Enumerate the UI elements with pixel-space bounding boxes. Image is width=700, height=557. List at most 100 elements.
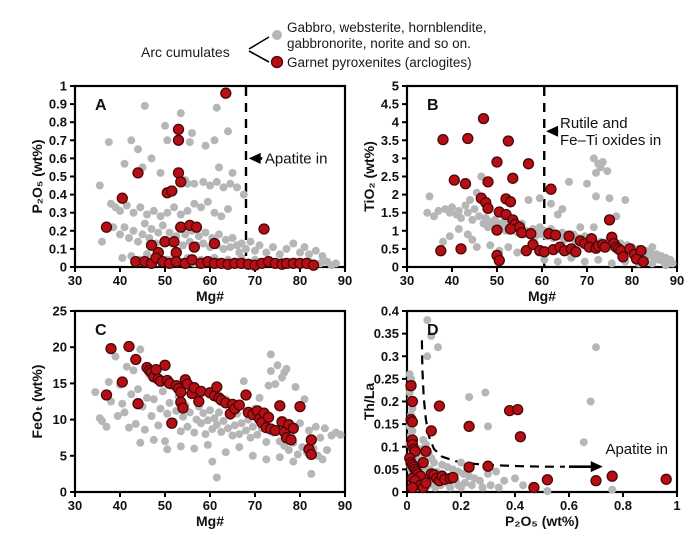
scatter-point bbox=[172, 123, 185, 136]
scatter-point bbox=[457, 458, 465, 467]
scatter-point bbox=[570, 246, 582, 258]
scatter-point bbox=[224, 127, 232, 136]
scatter-point bbox=[266, 367, 275, 376]
scatter-point bbox=[181, 230, 190, 239]
scatter-point bbox=[264, 381, 273, 390]
scatter-point bbox=[156, 404, 165, 413]
scatter-point bbox=[217, 212, 226, 221]
scatter-point bbox=[134, 385, 142, 394]
scatter-point bbox=[446, 483, 455, 492]
annotation-arrow bbox=[569, 461, 603, 473]
scatter-point bbox=[120, 223, 129, 232]
scatter-point bbox=[221, 235, 230, 244]
scatter-point bbox=[161, 437, 169, 446]
scatter-point bbox=[425, 192, 434, 201]
scatter-point bbox=[504, 223, 517, 235]
scatter-point bbox=[455, 243, 467, 255]
scatter-point bbox=[215, 408, 223, 417]
scatter-point bbox=[275, 250, 284, 259]
scatter-point bbox=[320, 424, 329, 433]
scatter-point bbox=[190, 221, 203, 233]
scatter-point bbox=[130, 353, 142, 366]
scatter-point bbox=[188, 129, 196, 138]
scatter-point bbox=[269, 424, 281, 437]
scatter-point bbox=[258, 223, 270, 235]
series-arclogites bbox=[435, 112, 649, 268]
scatter-point bbox=[129, 366, 138, 375]
x-tick-label: 40 bbox=[445, 273, 459, 288]
series-arclogites bbox=[100, 87, 320, 271]
panel-letter: C bbox=[95, 322, 107, 339]
scatter-point bbox=[294, 400, 306, 413]
scatter-point bbox=[201, 228, 210, 237]
scatter-point bbox=[240, 389, 252, 401]
scatter-point bbox=[300, 243, 309, 252]
scatter-point bbox=[589, 154, 598, 163]
scatter-point bbox=[300, 395, 309, 404]
y-tick-label: 0.7 bbox=[49, 133, 67, 148]
scatter-point bbox=[246, 237, 255, 246]
scatter-point bbox=[519, 481, 528, 490]
scatter-point bbox=[482, 460, 494, 472]
scatter-point bbox=[553, 210, 562, 219]
scatter-point bbox=[195, 385, 207, 398]
scatter-point bbox=[219, 183, 228, 192]
scatter-point bbox=[477, 172, 486, 181]
scatter-point bbox=[553, 257, 562, 266]
scatter-point bbox=[168, 236, 180, 248]
scatter-point bbox=[136, 438, 145, 447]
scatter-point bbox=[608, 485, 617, 494]
scatter-point bbox=[484, 422, 492, 431]
scatter-point bbox=[201, 141, 210, 150]
scatter-point bbox=[147, 225, 156, 233]
scatter-point bbox=[190, 199, 199, 208]
scatter-point bbox=[492, 467, 501, 476]
scatter-point bbox=[282, 364, 291, 373]
scatter-point bbox=[589, 223, 598, 232]
scatter-point bbox=[435, 245, 447, 257]
scatter-point bbox=[140, 219, 149, 228]
y-tick-label: 25 bbox=[53, 304, 67, 319]
annotation-arrow bbox=[248, 152, 263, 164]
x-tick-label: 50 bbox=[158, 273, 172, 288]
y-tick-label: 2.5 bbox=[381, 169, 399, 184]
scatter-point bbox=[224, 205, 232, 214]
legend-marker-cumulates-icon bbox=[272, 30, 282, 40]
scatter-point bbox=[576, 223, 585, 232]
scatter-point bbox=[482, 202, 494, 215]
scatter-point bbox=[445, 232, 454, 241]
y-tick-label: 0.15 bbox=[374, 417, 399, 432]
scatter-point bbox=[434, 343, 442, 352]
scatter-point bbox=[143, 393, 151, 402]
scatter-point bbox=[138, 230, 147, 239]
scatter-point bbox=[617, 251, 629, 263]
y-tick-label: 1 bbox=[60, 79, 67, 94]
x-tick-label: 30 bbox=[68, 498, 82, 513]
scatter-point bbox=[275, 453, 284, 462]
svg-text:Apatite in: Apatite in bbox=[265, 150, 328, 167]
annotation-text: Apatite in bbox=[265, 150, 328, 167]
scatter-point bbox=[296, 248, 304, 257]
scatter-point bbox=[163, 208, 172, 217]
scatter-point bbox=[239, 377, 248, 386]
scatter-point bbox=[447, 471, 459, 484]
scatter-point bbox=[603, 167, 612, 176]
y-tick-label: 3 bbox=[392, 151, 399, 166]
scatter-point bbox=[166, 185, 178, 197]
scatter-point bbox=[230, 421, 239, 430]
scatter-point bbox=[406, 395, 419, 408]
scatter-point bbox=[545, 183, 557, 195]
scatter-point bbox=[179, 241, 187, 250]
scatter-point bbox=[102, 422, 111, 431]
scatter-point bbox=[305, 426, 313, 435]
scatter-point bbox=[122, 362, 131, 371]
x-tick-label: 0.4 bbox=[506, 498, 525, 513]
scatter-point bbox=[448, 174, 460, 186]
scatter-point bbox=[212, 420, 221, 429]
scatter-point bbox=[149, 395, 158, 404]
scatter-point bbox=[491, 224, 503, 236]
scatter-point bbox=[203, 197, 212, 206]
panel-d-scatter: 0 0.2 0.4 0.6 0.8 1 0 0.05 0.1 0.15 0.2 0.25 0.3 0.35… bbox=[361, 304, 681, 530]
scatter-point bbox=[118, 399, 127, 408]
scatter-point bbox=[269, 243, 277, 252]
